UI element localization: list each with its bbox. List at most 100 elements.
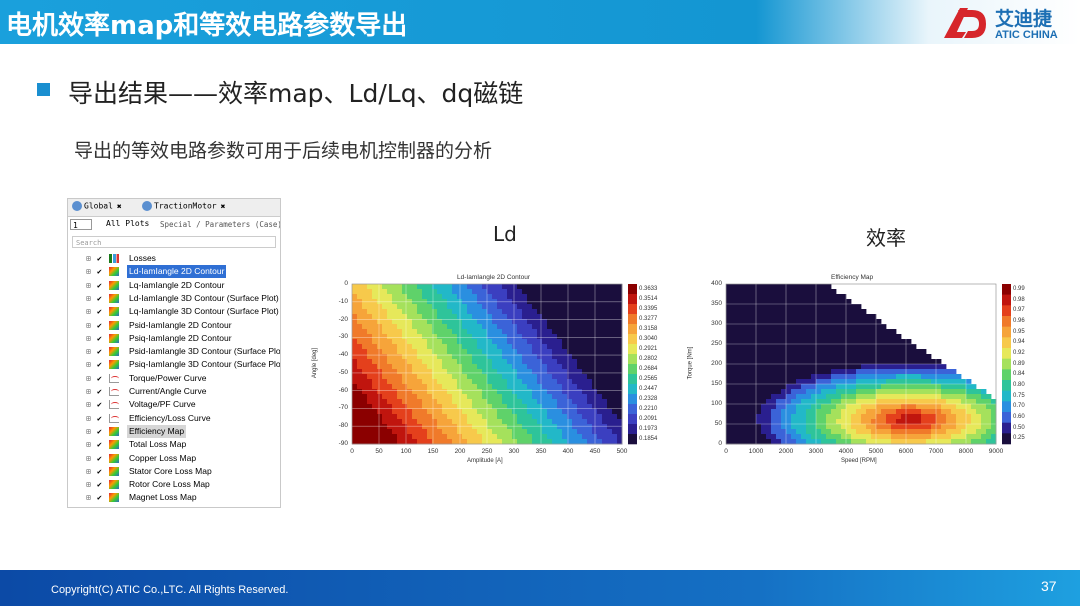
heatmap-cell bbox=[517, 424, 523, 430]
check-icon[interactable]: ✔ bbox=[97, 466, 102, 476]
heatmap-cell bbox=[841, 384, 847, 390]
heatmap-cell bbox=[462, 294, 468, 300]
tree-item[interactable]: ⊞ ✔ Rotor Core Loss Map bbox=[68, 478, 280, 491]
heatmap-cell bbox=[881, 434, 887, 440]
check-icon[interactable]: ✔ bbox=[97, 280, 102, 290]
tree-item[interactable]: ⊞ ✔ Stator Core Loss Map bbox=[68, 465, 280, 478]
check-icon[interactable]: ✔ bbox=[97, 400, 102, 410]
check-icon[interactable]: ✔ bbox=[97, 426, 102, 436]
check-icon[interactable]: ✔ bbox=[97, 320, 102, 330]
check-icon[interactable]: ✔ bbox=[97, 480, 102, 490]
expand-icon[interactable]: ⊞ bbox=[86, 480, 91, 490]
expand-icon[interactable]: ⊞ bbox=[86, 453, 91, 463]
heatmap-cell bbox=[357, 369, 363, 375]
tree-item[interactable]: ⊞ ✔ Efficiency Map bbox=[68, 424, 280, 438]
tree-item[interactable]: ⊞ ✔ Ld-IamIangle 2D Contour bbox=[68, 265, 280, 279]
tree-item[interactable]: ⊞ ✔ Losses bbox=[68, 252, 280, 265]
tree-item[interactable]: ⊞ ✔ Torque/Power Curve bbox=[68, 372, 280, 385]
heatmap-cell bbox=[422, 389, 428, 395]
search-input[interactable]: Search bbox=[72, 236, 276, 248]
expand-icon[interactable]: ⊞ bbox=[86, 254, 91, 263]
tree-item[interactable]: ⊞ ✔ Efficiency/Loss Curve bbox=[68, 412, 280, 425]
check-icon[interactable]: ✔ bbox=[97, 254, 102, 263]
x-tick-label: 150 bbox=[427, 448, 439, 455]
heatmap-cell bbox=[387, 379, 393, 385]
heatmap-cell bbox=[826, 364, 832, 370]
expand-icon[interactable]: ⊞ bbox=[86, 360, 91, 370]
y-tick-label: -30 bbox=[338, 333, 348, 341]
heatmap-cell bbox=[916, 379, 922, 385]
check-icon[interactable]: ✔ bbox=[97, 413, 102, 423]
tree-item[interactable]: ⊞ ✔ Lq-IamIangle 3D Contour (Surface Plot) bbox=[68, 305, 280, 318]
heatmap-cell bbox=[452, 419, 458, 425]
close-icon[interactable]: ✖ bbox=[220, 201, 226, 211]
expand-icon[interactable]: ⊞ bbox=[86, 387, 91, 396]
heatmap-cell bbox=[387, 339, 393, 345]
heatmap-cell bbox=[437, 419, 443, 425]
expand-icon[interactable]: ⊞ bbox=[86, 333, 91, 343]
check-icon[interactable]: ✔ bbox=[97, 493, 102, 503]
expand-icon[interactable]: ⊞ bbox=[86, 466, 91, 476]
check-icon[interactable]: ✔ bbox=[97, 267, 102, 277]
tree-item[interactable]: ⊞ ✔ Magnet Loss Map bbox=[68, 491, 280, 504]
heatmap-cell bbox=[876, 384, 882, 390]
expand-icon[interactable]: ⊞ bbox=[86, 347, 91, 357]
tab-traction-motor[interactable]: TractionMotor ✖ bbox=[142, 201, 225, 211]
heatmap-cell bbox=[472, 404, 478, 410]
expand-icon[interactable]: ⊞ bbox=[86, 440, 91, 450]
expand-icon[interactable]: ⊞ bbox=[86, 413, 91, 423]
heatmap-cell bbox=[417, 324, 423, 330]
close-icon[interactable]: ✖ bbox=[116, 201, 122, 211]
expand-icon[interactable]: ⊞ bbox=[86, 280, 91, 290]
tree-item[interactable]: ⊞ ✔ Total Loss Map bbox=[68, 438, 280, 451]
heatmap-cell bbox=[447, 329, 453, 335]
check-icon[interactable]: ✔ bbox=[97, 453, 102, 463]
heatmap-cell bbox=[432, 429, 438, 435]
heatmap-cell bbox=[771, 384, 777, 390]
heatmap-cell bbox=[527, 394, 533, 400]
plot-index-stepper[interactable]: 1 bbox=[70, 219, 92, 230]
expand-icon[interactable]: ⊞ bbox=[86, 426, 91, 436]
check-icon[interactable]: ✔ bbox=[97, 440, 102, 450]
tree-item[interactable]: ⊞ ✔ Psiq-IamIangle 3D Contour (Surface Plo… bbox=[68, 358, 280, 371]
check-icon[interactable]: ✔ bbox=[97, 387, 102, 396]
tree-item[interactable]: ⊞ ✔ Copper Loss Map bbox=[68, 452, 280, 465]
heatmap-cell bbox=[916, 419, 922, 425]
heatmap-cell bbox=[452, 309, 458, 315]
tree-item[interactable]: ⊞ ✔ Psiq-IamIangle 2D Contour bbox=[68, 332, 280, 345]
heatmap-cell bbox=[497, 414, 503, 420]
expand-icon[interactable]: ⊞ bbox=[86, 493, 91, 503]
check-icon[interactable]: ✔ bbox=[97, 333, 102, 343]
tree-item[interactable]: ⊞ ✔ Psid-IamIangle 2D Contour bbox=[68, 319, 280, 332]
heatmap-cell bbox=[831, 429, 837, 435]
heatmap-cell bbox=[731, 359, 737, 365]
heatmap-cell bbox=[751, 384, 757, 390]
tree-item[interactable]: ⊞ ✔ Psid-IamIangle 3D Contour (Surface Plo… bbox=[68, 345, 280, 358]
check-icon[interactable]: ✔ bbox=[97, 360, 102, 370]
expand-icon[interactable]: ⊞ bbox=[86, 293, 91, 303]
heatmap-cell bbox=[916, 434, 922, 440]
heatmap-cell bbox=[751, 349, 757, 355]
tab-global[interactable]: Global ✖ bbox=[72, 201, 122, 211]
check-icon[interactable]: ✔ bbox=[97, 373, 102, 383]
expand-icon[interactable]: ⊞ bbox=[86, 307, 91, 317]
check-icon[interactable]: ✔ bbox=[97, 293, 102, 303]
check-icon[interactable]: ✔ bbox=[97, 307, 102, 317]
tree-item[interactable]: ⊞ ✔ Lq-IamIangle 2D Contour bbox=[68, 279, 280, 292]
heatmap-cell bbox=[582, 424, 588, 430]
check-icon[interactable]: ✔ bbox=[97, 347, 102, 357]
expand-icon[interactable]: ⊞ bbox=[86, 400, 91, 410]
expand-icon[interactable]: ⊞ bbox=[86, 373, 91, 383]
heatmap-cell bbox=[497, 389, 503, 395]
expand-icon[interactable]: ⊞ bbox=[86, 320, 91, 330]
heatmap-cell bbox=[497, 384, 503, 390]
tree-item[interactable]: ⊞ ✔ Current/Angle Curve bbox=[68, 385, 280, 398]
tree-item[interactable]: ⊞ ✔ Voltage/PF Curve bbox=[68, 398, 280, 411]
heatmap-cell bbox=[587, 404, 593, 410]
expand-icon[interactable]: ⊞ bbox=[86, 267, 91, 277]
heatmap-cell bbox=[547, 424, 553, 430]
heatmap-cell bbox=[397, 359, 403, 365]
tree-item[interactable]: ⊞ ✔ Ld-IamIangle 3D Contour (Surface Plot) bbox=[68, 292, 280, 305]
heatmap-cell bbox=[811, 419, 817, 425]
heatmap-cell bbox=[821, 389, 827, 395]
